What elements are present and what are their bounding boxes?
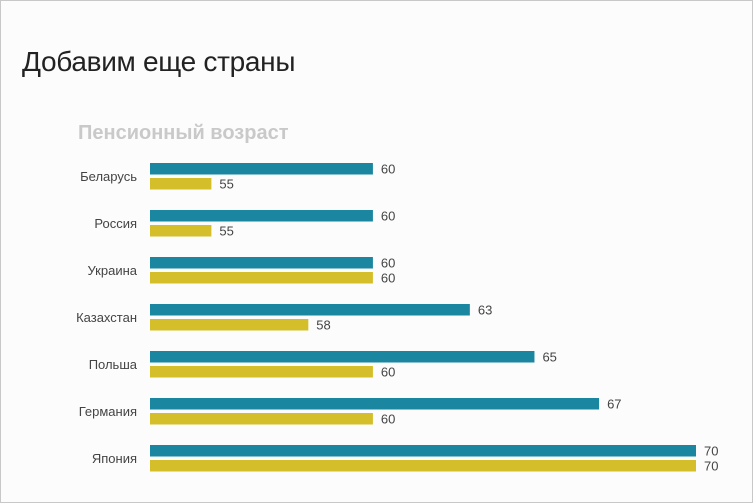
bar-series-2 <box>150 460 696 472</box>
bar-series-1 <box>150 445 696 457</box>
data-label: 55 <box>219 224 233 239</box>
data-label: 70 <box>704 459 718 474</box>
data-label: 60 <box>381 412 395 427</box>
data-label: 67 <box>607 397 621 412</box>
slide-title: Добавим еще страны <box>22 46 296 77</box>
category-label: Польша <box>89 357 138 372</box>
data-label: 60 <box>381 256 395 271</box>
category-label: Беларусь <box>80 169 137 184</box>
data-label: 60 <box>381 365 395 380</box>
data-label: 60 <box>381 209 395 224</box>
bar-series-1 <box>150 210 373 222</box>
category-label: Казахстан <box>76 310 137 325</box>
bar-series-2 <box>150 319 309 331</box>
data-label: 58 <box>316 318 330 333</box>
bar-series-1 <box>150 304 470 316</box>
category-label: Германия <box>79 404 137 419</box>
data-label: 70 <box>704 444 718 459</box>
bar-series-2 <box>150 178 212 190</box>
bar-series-2 <box>150 413 373 425</box>
bar-series-2 <box>150 366 373 378</box>
data-label: 63 <box>478 303 492 318</box>
bar-series-1 <box>150 351 535 363</box>
bar-series-2 <box>150 225 212 237</box>
data-label: 60 <box>381 271 395 286</box>
bar-series-1 <box>150 257 373 269</box>
chart-title: Пенсионный возраст <box>78 122 289 144</box>
data-label: 65 <box>542 350 556 365</box>
bar-series-1 <box>150 163 373 175</box>
data-label: 55 <box>219 177 233 192</box>
data-label: 60 <box>381 162 395 177</box>
bar-series-1 <box>150 398 600 410</box>
category-label: Россия <box>94 216 137 231</box>
category-label: Япония <box>92 451 137 466</box>
bar-series-2 <box>150 272 373 284</box>
category-label: Украина <box>88 263 138 278</box>
